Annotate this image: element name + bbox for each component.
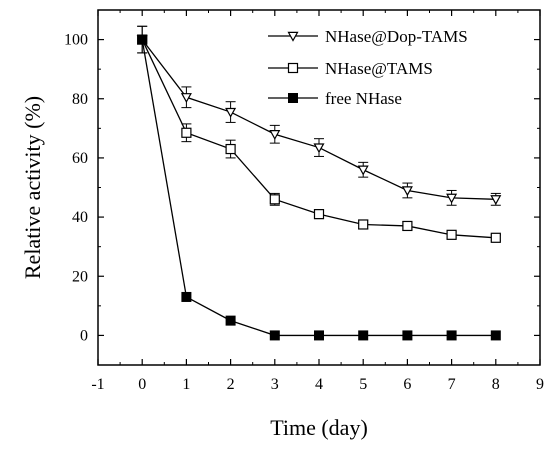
x-tick-label: 8 (492, 376, 500, 393)
x-tick-label: 7 (448, 376, 456, 393)
x-axis-ticks: -1 0 1 2 3 4 5 6 7 8 9 (91, 10, 544, 393)
x-tick-label: 0 (138, 376, 146, 393)
x-tick-label: 4 (315, 376, 323, 393)
series-1 (136, 25, 502, 206)
data-point (225, 143, 236, 155)
legend-marker (287, 31, 299, 42)
legend-label: NHase@TAMS (325, 59, 433, 78)
data-point (180, 93, 192, 104)
data-point (446, 229, 457, 240)
axes (97, 9, 541, 366)
legend-item-1: NHase@Dop-TAMS (268, 27, 468, 46)
data-point (137, 34, 148, 45)
y-tick-label: 100 (64, 32, 88, 49)
data-point (269, 194, 280, 205)
x-tick-label: 5 (359, 376, 367, 393)
plot-frame (97, 9, 541, 366)
legend: NHase@Dop-TAMS NHase@TAMS free NHase (268, 27, 468, 108)
legend-marker (288, 93, 298, 103)
series-group (136, 25, 502, 341)
legend-marker (287, 62, 299, 74)
data-point (225, 315, 236, 326)
x-tick-label: -1 (91, 376, 104, 393)
data-point (490, 232, 501, 243)
legend-label: NHase@Dop-TAMS (325, 27, 468, 46)
x-axis-title: Time (day) (270, 415, 368, 440)
y-tick-label: 80 (72, 91, 88, 108)
data-point (358, 219, 369, 230)
data-point (313, 209, 325, 220)
data-point (269, 330, 280, 341)
legend-item-3: free NHase (268, 89, 402, 108)
data-point (402, 220, 413, 232)
y-tick-label: 0 (80, 327, 88, 344)
y-tick-label: 20 (72, 268, 88, 285)
data-point (401, 186, 413, 197)
x-tick-label: 2 (227, 376, 235, 393)
x-tick-label: 9 (536, 376, 544, 393)
data-point (269, 130, 281, 140)
x-tick-label: 6 (403, 376, 411, 393)
data-point (490, 195, 502, 206)
data-point (446, 330, 457, 341)
series-line (141, 39, 496, 200)
y-tick-label: 60 (72, 150, 88, 167)
data-point (490, 330, 501, 341)
y-axis-title: Relative activity (%) (20, 96, 45, 279)
data-point (358, 330, 369, 341)
legend-label: free NHase (325, 89, 402, 108)
series-2 (137, 25, 501, 243)
series-line (141, 39, 496, 337)
series-3 (137, 34, 501, 341)
data-point (225, 107, 237, 118)
data-point (402, 330, 413, 341)
data-point (313, 143, 325, 154)
x-tick-label: 3 (271, 376, 279, 393)
data-point (181, 291, 192, 302)
data-point (181, 127, 192, 138)
data-point (446, 193, 458, 204)
y-tick-label: 40 (72, 209, 88, 226)
x-tick-label: 1 (182, 376, 190, 393)
data-point (314, 330, 324, 341)
legend-item-2: NHase@TAMS (268, 59, 433, 78)
y-axis-ticks: 0 20 40 60 80 100 (64, 9, 540, 366)
data-point (357, 165, 369, 176)
